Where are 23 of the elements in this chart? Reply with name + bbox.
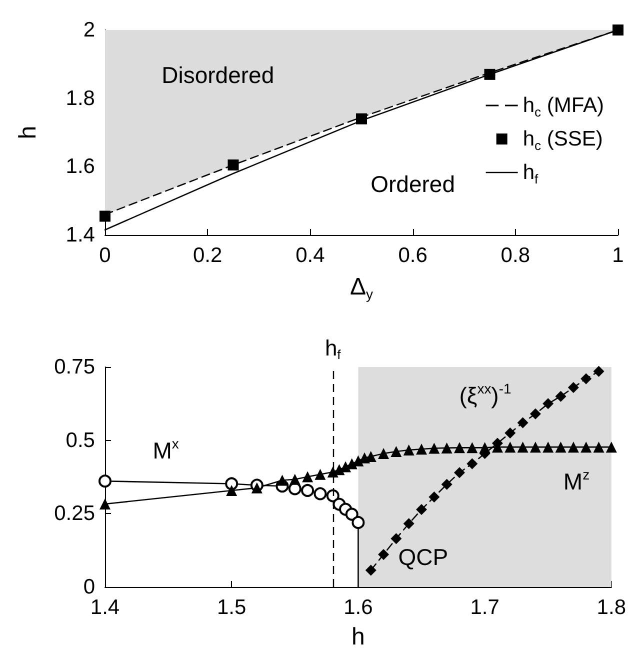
annotation: Ordered bbox=[370, 170, 455, 197]
x-tick-label: 0.4 bbox=[296, 244, 326, 267]
y-tick-label: 0 bbox=[83, 576, 95, 598]
y-tick-label: 1.6 bbox=[66, 155, 95, 178]
annotation: Disordered bbox=[162, 62, 274, 88]
y-tick-label: 1.4 bbox=[66, 224, 96, 246]
x-tick-label: 1 bbox=[612, 244, 624, 267]
y-tick-label: 1.8 bbox=[66, 86, 95, 110]
x-tick-label: 1.8 bbox=[596, 596, 626, 619]
y-tick-label: 0.75 bbox=[54, 356, 95, 378]
y-tick-label: 2 bbox=[83, 18, 95, 42]
x-tick-label: 1.6 bbox=[344, 596, 373, 619]
x-tick-label: 0.6 bbox=[398, 244, 428, 267]
x-axis-title: h bbox=[352, 624, 365, 650]
x-tick-label: 0 bbox=[99, 244, 111, 267]
y-tick-label: 0.25 bbox=[54, 502, 95, 526]
x-tick-label: 1.5 bbox=[217, 596, 246, 619]
y-axis-title: h bbox=[14, 126, 42, 140]
x-tick-label: 0.8 bbox=[500, 244, 530, 267]
x-tick-label: 0.2 bbox=[193, 244, 222, 267]
x-tick-label: 1.7 bbox=[470, 596, 500, 619]
y-tick-label: 0.5 bbox=[66, 428, 95, 452]
annotation: QCP bbox=[398, 544, 448, 570]
